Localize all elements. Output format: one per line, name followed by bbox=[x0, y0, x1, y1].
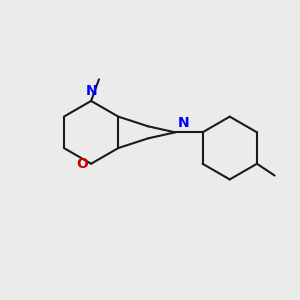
Text: O: O bbox=[76, 157, 88, 171]
Text: N: N bbox=[85, 84, 97, 98]
Text: N: N bbox=[178, 116, 190, 130]
